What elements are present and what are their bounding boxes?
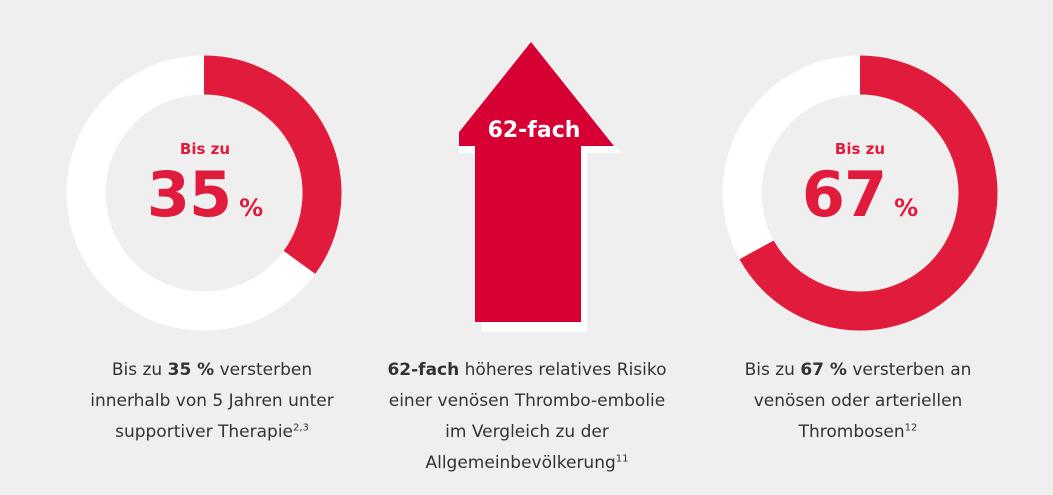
donut-center-unit-1: % [239,194,264,222]
caption-3: Bis zu 67 % versterben an venösen oder a… [728,355,988,448]
donut-center-3: Bis zu 67% [770,140,950,239]
arrow-graphic [459,42,621,332]
donut-chart-1 [66,55,342,331]
caption-1-footnote: 2,3 [293,422,309,434]
donut-center-number-3: 67 [801,158,887,231]
stat-panel-3: Bis zu 67% Bis zu 67 % versterben an ven… [702,0,1053,495]
arrow-shape [459,42,614,322]
stat-panel-2: 62-fach 62-fach höheres relatives Risiko… [351,0,702,495]
caption-3-pre: Bis zu [744,360,801,380]
caption-3-footnote: 12 [904,422,918,434]
caption-1: Bis zu 35 % versterben innerhalb von 5 J… [72,355,352,448]
arrow-label: 62-fach [487,118,581,143]
caption-3-rest: versterben an venösen oder arteriellen T… [753,360,972,442]
donut-center-value-1: 35% [115,164,295,239]
donut-center-unit-3: % [894,194,919,222]
caption-1-rest: versterben innerhalb von 5 Jahren unter … [90,360,334,442]
stat-panel-1: Bis zu 35% Bis zu 35 % versterben innerh… [0,0,351,495]
donut-center-top-1: Bis zu [179,140,231,158]
donut-center-top-3: Bis zu [834,140,886,158]
donut-arc-3 [739,55,998,331]
donut-center-number-1: 35 [146,158,232,231]
caption-1-pre: Bis zu [111,360,168,380]
caption-1-bold: 35 % [167,360,215,380]
donut-arc-1 [203,55,342,274]
caption-2: 62-fach höheres relatives Risiko einer v… [377,355,677,479]
caption-3-bold: 67 % [800,360,847,380]
donut-chart-3 [722,55,998,331]
caption-2-bold: 62-fach [387,360,460,380]
caption-2-footnote: 11 [615,453,629,465]
donut-center-1: Bis zu 35% [115,140,295,239]
caption-2-rest: höheres relatives Risiko einer venösen T… [388,360,667,473]
donut-center-value-3: 67% [770,164,950,239]
